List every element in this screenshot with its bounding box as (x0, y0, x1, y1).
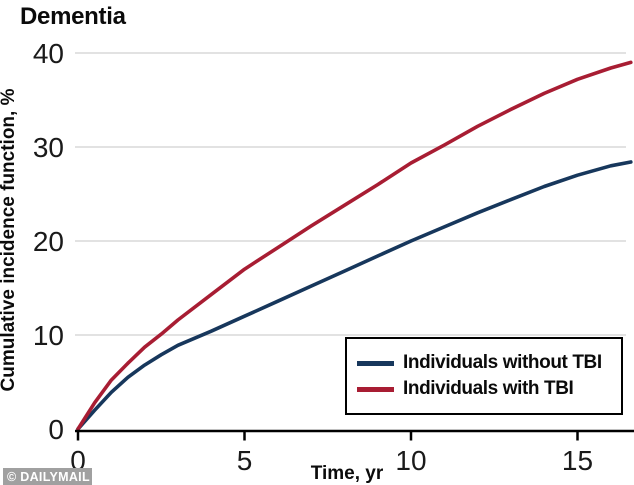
legend: Individuals without TBI Individuals with… (345, 337, 623, 415)
legend-row-without-tbi: Individuals without TBI (357, 352, 621, 374)
dailymail-watermark: © DAILYMAIL (3, 468, 92, 485)
with-tbi-line-swatch (357, 386, 394, 392)
y-tick-label-30: 30 (33, 132, 64, 163)
chart-title: Dementia (20, 3, 126, 30)
y-tick-label-10: 10 (33, 320, 64, 351)
legend-label-without-tbi: Individuals without TBI (403, 352, 602, 373)
y-tick-label-40: 40 (33, 38, 64, 69)
x-axis-title: Time, yr (311, 463, 384, 484)
legend-row-with-tbi: Individuals with TBI (357, 378, 621, 400)
legend-label-with-tbi: Individuals with TBI (403, 378, 574, 399)
x-tick-label-10: 10 (395, 445, 426, 476)
series-line-without-tbi (76, 160, 633, 431)
y-tick-label-20: 20 (33, 226, 64, 257)
x-tick-label-15: 15 (562, 445, 593, 476)
x-tick-label-5: 5 (237, 445, 253, 476)
y-axis-title: Cumulative incidence function, % (0, 88, 19, 391)
without-tbi-line-swatch (357, 360, 394, 366)
series-line-with-tbi (76, 60, 633, 431)
y-tick-label-0: 0 (48, 414, 64, 445)
